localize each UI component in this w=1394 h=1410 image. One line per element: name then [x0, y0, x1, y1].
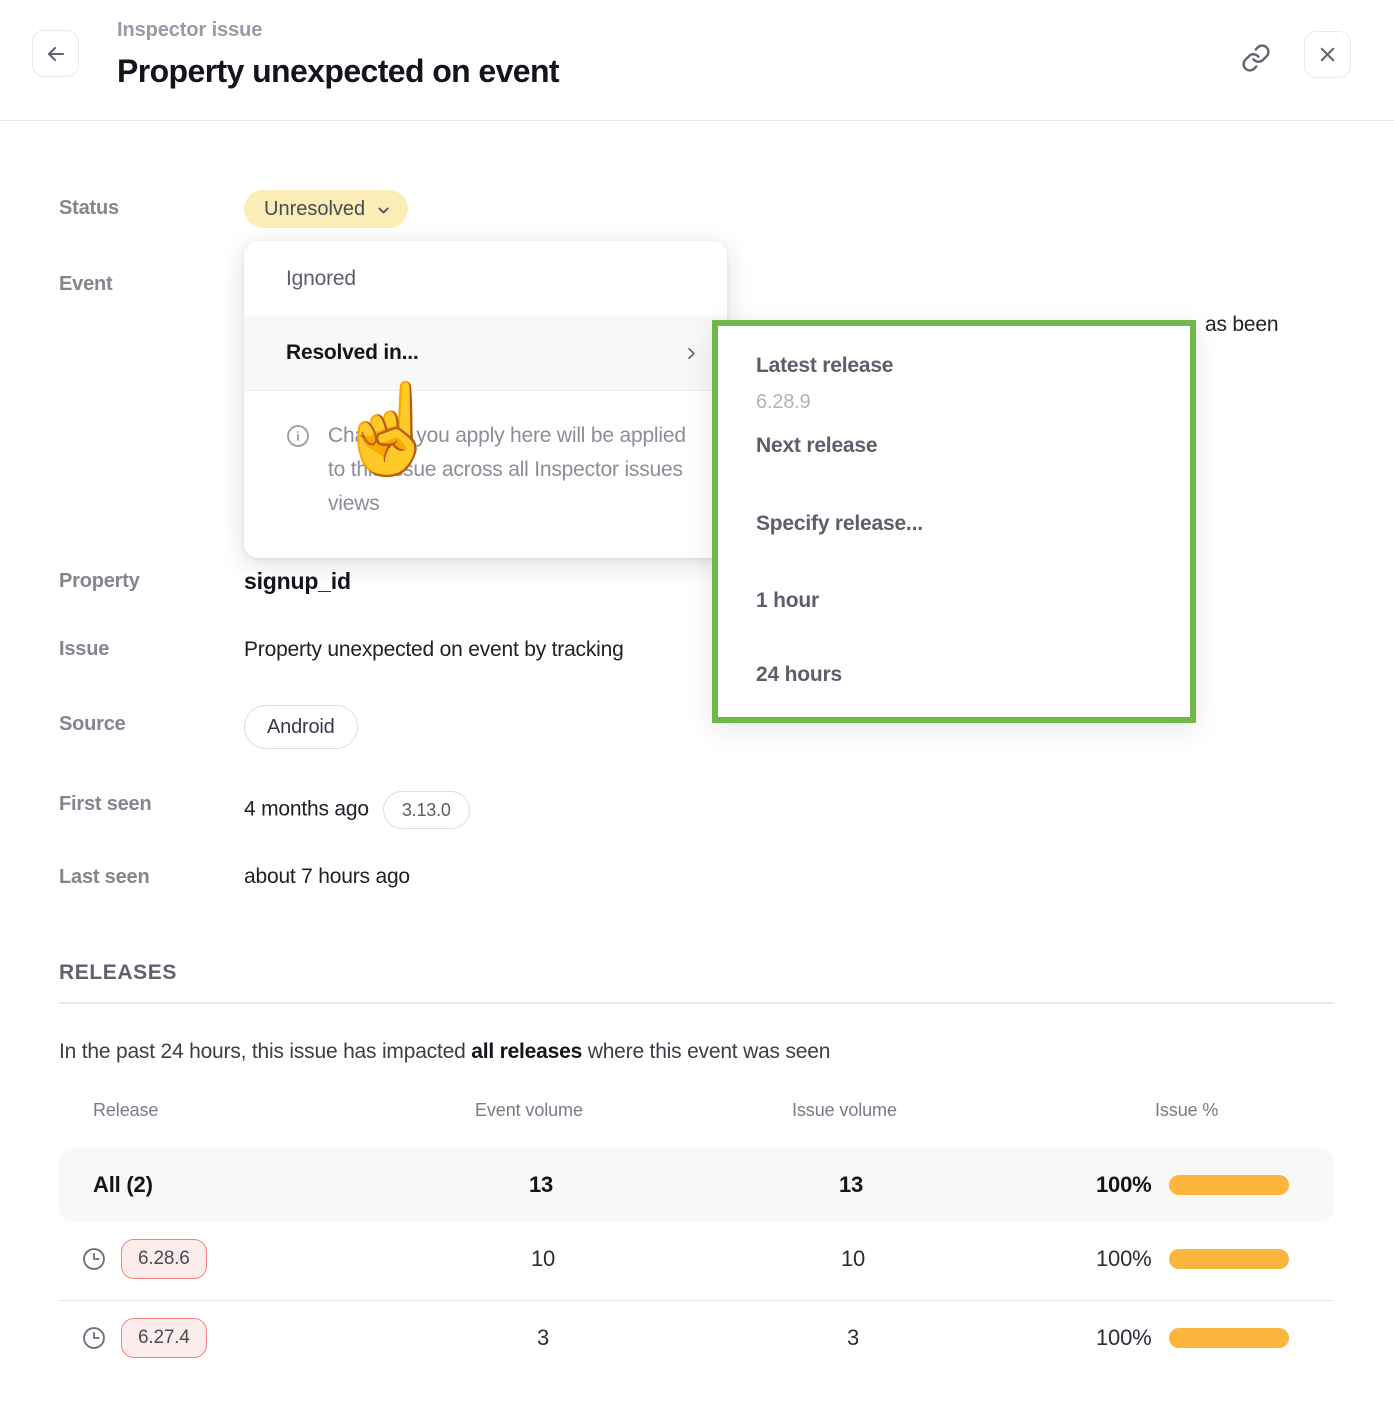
status-dropdown-menu: Ignored Resolved in... Changes you apply… — [244, 241, 727, 558]
menu-item-ignored[interactable]: Ignored — [244, 241, 727, 316]
releases-description-post: where this event was seen — [582, 1040, 831, 1063]
issue-value: Property unexpected on event by tracking — [244, 638, 624, 661]
issue-label: Issue — [59, 638, 110, 660]
issue-pct-bar — [1169, 1328, 1290, 1348]
menu-item-resolved-in[interactable]: Resolved in... — [244, 316, 727, 391]
submenu-item-1-hour[interactable]: 1 hour — [756, 589, 819, 612]
releases-description: In the past 24 hours, this issue has imp… — [59, 1040, 830, 1064]
submenu-item-latest-release-version: 6.28.9 — [756, 391, 811, 413]
issue-pct-bar — [1169, 1249, 1290, 1269]
cell-release: 6.27.4 — [81, 1301, 207, 1375]
cell-event-volume: 10 — [531, 1246, 556, 1271]
submenu-item-latest-release[interactable]: Latest release — [756, 354, 894, 377]
releases-section-title: RELEASES — [59, 961, 177, 984]
copy-link-button[interactable] — [1237, 39, 1275, 77]
release-version-pill: 6.27.4 — [121, 1318, 207, 1358]
status-dropdown-button[interactable]: Unresolved — [244, 190, 409, 228]
column-header-release: Release — [93, 1100, 159, 1120]
arrow-left-icon — [47, 46, 64, 61]
first-seen-value: 4 months ago — [244, 797, 369, 821]
table-row[interactable]: All (2) 13 13 100% — [59, 1148, 1334, 1222]
issue-pct-value: 100% — [1096, 1172, 1152, 1197]
property-value: signup_id — [244, 568, 351, 594]
first-seen-version-chip: 3.13.0 — [382, 791, 470, 829]
cell-issue-volume: 3 — [847, 1325, 860, 1350]
issue-pct-value: 100% — [1096, 1246, 1152, 1271]
release-version-pill: 6.28.6 — [121, 1239, 207, 1279]
table-row[interactable]: 6.27.4 3 3 100% — [59, 1300, 1334, 1374]
cell-issue-volume: 10 — [841, 1246, 866, 1271]
releases-description-pre: In the past 24 hours, this issue has imp… — [59, 1040, 472, 1063]
event-label: Event — [59, 273, 113, 295]
menu-note-text: Changes you apply here will be applied t… — [328, 424, 686, 515]
back-button[interactable] — [32, 30, 79, 77]
cell-issue-pct: 100% — [1096, 1222, 1290, 1296]
issue-pct-bar — [1169, 1175, 1290, 1195]
table-row[interactable]: 6.28.6 10 10 100% — [59, 1222, 1334, 1296]
chevron-right-icon — [682, 344, 701, 363]
cell-release: 6.28.6 — [81, 1222, 207, 1296]
column-header-event-volume: Event volume — [475, 1100, 583, 1120]
info-icon — [286, 424, 310, 521]
submenu-item-next-release[interactable]: Next release — [756, 434, 878, 457]
property-label: Property — [59, 570, 140, 592]
link-icon — [1242, 44, 1270, 72]
event-value: as been — [1205, 313, 1279, 336]
source-label: Source — [59, 713, 126, 735]
submenu-item-specify-release[interactable]: Specify release... — [756, 512, 923, 535]
releases-description-bold: all releases — [471, 1040, 583, 1063]
last-seen-value: about 7 hours ago — [244, 865, 410, 888]
source-value-wrap: Android — [244, 705, 358, 749]
menu-note: Changes you apply here will be applied t… — [244, 391, 727, 521]
close-button[interactable] — [1304, 31, 1351, 78]
cell-issue-pct: 100% — [1096, 1301, 1290, 1375]
first-seen-label: First seen — [59, 793, 152, 815]
clock-icon — [81, 1325, 107, 1351]
breadcrumb: Inspector issue — [117, 19, 263, 41]
first-seen-value-wrap: 4 months ago 3.13.0 — [244, 791, 470, 829]
source-chip: Android — [244, 705, 358, 749]
cell-issue-volume: 13 — [839, 1172, 864, 1197]
column-header-issue-volume: Issue volume — [792, 1100, 897, 1120]
menu-item-label: Ignored — [286, 266, 356, 290]
cell-event-volume: 13 — [529, 1172, 554, 1197]
cell-issue-pct: 100% — [1096, 1148, 1290, 1222]
column-header-issue-pct: Issue % — [1155, 1100, 1219, 1120]
resolve-in-submenu: Latest release 6.28.9 Next release Speci… — [712, 320, 1196, 723]
section-divider — [59, 1002, 1334, 1004]
page-header: Inspector issue Property unexpected on e… — [0, 0, 1394, 121]
menu-item-label: Resolved in... — [286, 341, 419, 364]
status-label: Status — [59, 197, 119, 219]
issue-pct-value: 100% — [1096, 1325, 1152, 1350]
clock-icon — [81, 1246, 107, 1272]
cell-release: All (2) — [93, 1172, 153, 1197]
page-title: Property unexpected on event — [117, 53, 560, 89]
last-seen-label: Last seen — [59, 866, 150, 888]
cell-event-volume: 3 — [537, 1325, 550, 1350]
submenu-item-24-hours[interactable]: 24 hours — [756, 663, 842, 686]
chevron-down-icon — [378, 207, 389, 213]
close-icon — [1320, 47, 1335, 62]
status-value: Unresolved — [264, 197, 366, 220]
